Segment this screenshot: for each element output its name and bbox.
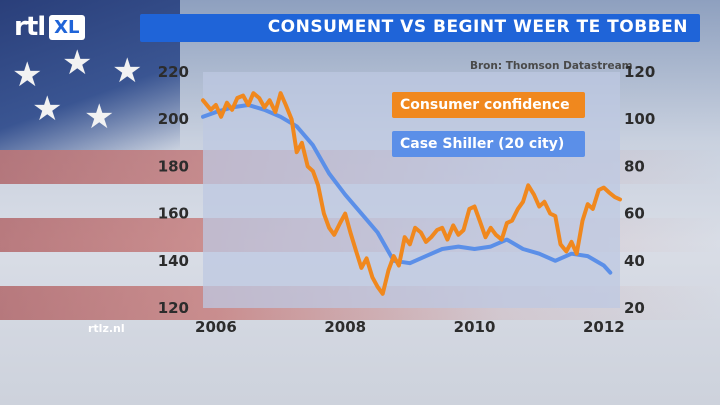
y-left-tick-label: 120 <box>158 299 189 317</box>
x-tick-label: 2008 <box>324 318 366 336</box>
star-icon: ★ <box>32 89 63 129</box>
y-right-tick-label: 80 <box>624 157 645 175</box>
y-left-tick-label: 180 <box>158 157 189 175</box>
legend-label-consumer-confidence: Consumer confidence <box>400 97 570 113</box>
site-watermark: rtlz.nl <box>88 322 125 335</box>
x-tick-label: 2006 <box>195 318 237 336</box>
logo-xl-text: XL <box>49 14 85 40</box>
star-icon: ★ <box>62 43 93 83</box>
title-bar: CONSUMENT VS BEGINT WEER TE TOBBEN <box>140 14 700 42</box>
legend-case-shiller: Case Shiller (20 city) <box>392 131 585 157</box>
source-note: Bron: Thomson Datastream <box>470 60 633 72</box>
page-title: CONSUMENT VS BEGINT WEER TE TOBBEN <box>267 17 688 37</box>
series-line-case-shiller <box>201 103 613 275</box>
x-tick-label: 2010 <box>454 318 496 336</box>
y-right-tick-label: 100 <box>624 110 655 128</box>
star-icon: ★ <box>112 51 143 91</box>
star-icon: ★ <box>12 55 43 95</box>
y-left-tick-label: 200 <box>158 110 189 128</box>
y-right-tick-label: 60 <box>624 205 645 223</box>
y-left-tick-label: 160 <box>158 205 189 223</box>
rtl-xl-logo: rtl XL <box>14 10 85 44</box>
y-right-tick-label: 20 <box>624 299 645 317</box>
logo-rtl-text: rtl <box>14 12 46 42</box>
y-left-tick-label: 220 <box>158 63 189 81</box>
y-right-tick-label: 120 <box>624 63 655 81</box>
x-tick-label: 2012 <box>583 318 625 336</box>
series-line-consumer-confidence <box>201 91 622 296</box>
legend-consumer-confidence: Consumer confidence <box>392 92 585 118</box>
star-icon: ★ <box>84 97 115 137</box>
legend-label-case-shiller: Case Shiller (20 city) <box>400 136 565 152</box>
y-right-tick-label: 40 <box>624 252 645 270</box>
y-left-tick-label: 140 <box>158 252 189 270</box>
